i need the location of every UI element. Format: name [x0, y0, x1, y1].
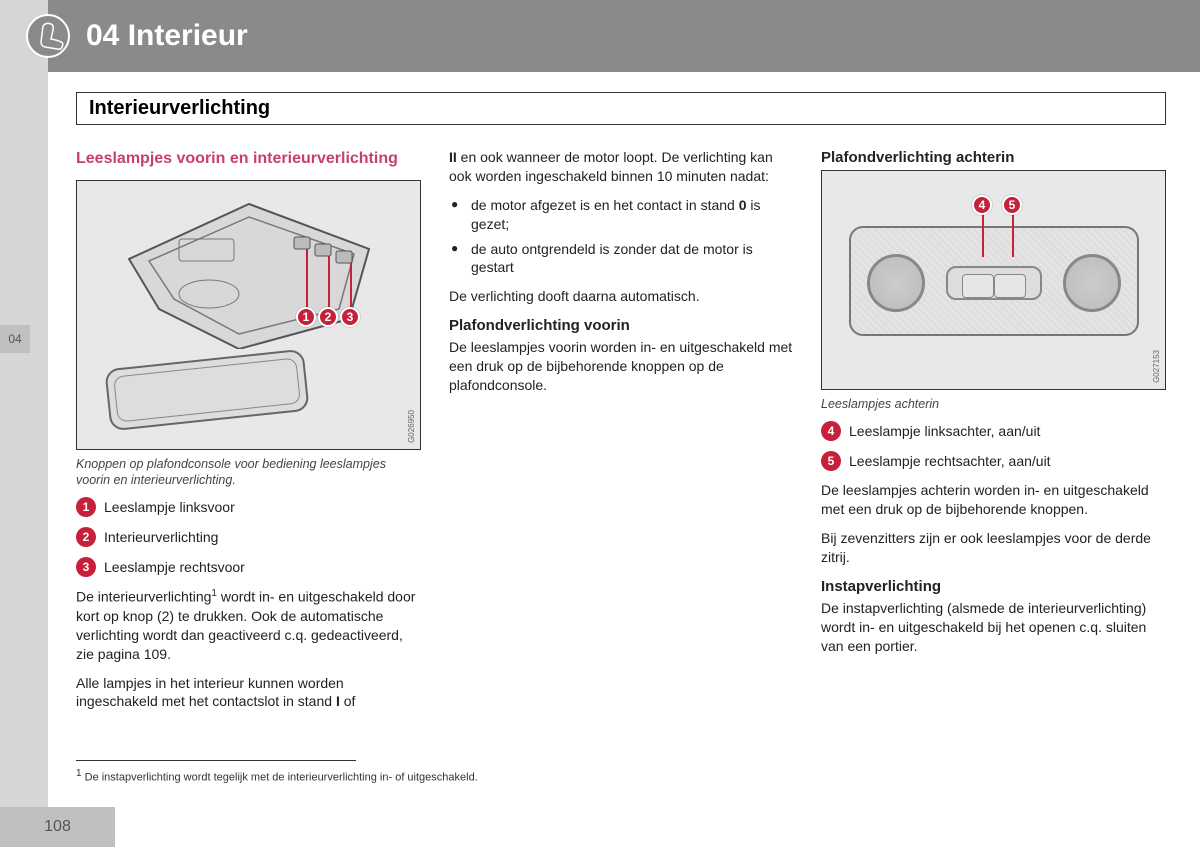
legend-row-1: 1 Leeslampje linksvoor	[76, 497, 421, 517]
section-title: Interieurverlichting	[76, 92, 1166, 125]
figure-callout-3: 3	[340, 307, 360, 327]
console-illustration	[119, 199, 379, 349]
col3-sub2-text: De instapverlichting (alsmede de interie…	[821, 599, 1166, 656]
footnote: 1 De instapverlichting wordt tegelijk me…	[76, 768, 478, 784]
col2-after: De verlichting dooft daarna automatisch.	[449, 287, 793, 306]
col1-para1-a: De interieurverlichting	[76, 589, 211, 605]
bullet-1: de motor afgezet is en het contact in st…	[449, 196, 793, 234]
col1-heading: Leeslampjes voorin en interieurverlichti…	[76, 148, 421, 170]
rear-switch	[946, 266, 1042, 300]
chapter-side-tab: 04	[0, 325, 30, 353]
col2-sub1: Plafondverlichting voorin	[449, 316, 793, 336]
col2-cont: II en ook wanneer de motor loopt. De ver…	[449, 148, 793, 186]
col1-para2: Alle lampjes in het interieur kunnen wor…	[76, 674, 421, 712]
col2-bullets: de motor afgezet is en het contact in st…	[449, 196, 793, 278]
callout-leader-3	[350, 263, 352, 311]
col2-cont-bold: II	[449, 149, 457, 165]
legend-num-4: 4	[821, 421, 841, 441]
callout-leader-4	[982, 213, 984, 257]
sidebar-left: 04	[0, 0, 48, 847]
col3-para2: Bij zevenzitters zijn er ook leeslampjes…	[821, 529, 1166, 567]
legend-row-2: 2 Interieurverlichting	[76, 527, 421, 547]
figure-code-1: G026950	[407, 410, 418, 443]
col1-para2-a: Alle lampjes in het interieur kunnen wor…	[76, 675, 344, 710]
rear-lamp-unit	[849, 226, 1139, 336]
footnote-separator	[76, 760, 356, 761]
column-2: II en ook wanneer de motor loopt. De ver…	[449, 148, 793, 721]
chapter-header: 04 Interieur	[48, 0, 1200, 72]
callout-leader-5	[1012, 213, 1014, 257]
content-columns: Leeslampjes voorin en interieurverlichti…	[76, 148, 1166, 721]
chapter-title: 04 Interieur	[86, 19, 248, 53]
legend-num-2: 2	[76, 527, 96, 547]
col1-para2-b: of	[340, 693, 356, 709]
column-3: Plafondverlichting achterin 4 5 G027153 …	[821, 148, 1166, 721]
legend-label-2: Interieurverlichting	[104, 528, 218, 547]
legend-num-3: 3	[76, 557, 96, 577]
rearview-mirror-illustration	[104, 348, 309, 431]
col3-heading: Plafondverlichting achterin	[821, 148, 1166, 168]
rear-lamp-left	[867, 254, 925, 312]
callout-leader-2	[328, 256, 330, 311]
col1-para1: De interieurverlichting1 wordt in- en ui…	[76, 587, 421, 663]
callout-leader-1	[306, 249, 308, 311]
figure-code-2: G027153	[1152, 350, 1163, 383]
figure-callout-4: 4	[972, 195, 992, 215]
bullet-1-bold: 0	[739, 197, 747, 213]
legend-row-3: 3 Leeslampje rechtsvoor	[76, 557, 421, 577]
legend-row-4: 4 Leeslampje linksachter, aan/uit	[821, 421, 1166, 441]
legend-num-5: 5	[821, 451, 841, 471]
figure-callout-2: 2	[318, 307, 338, 327]
col3-sub2: Instapverlichting	[821, 577, 1166, 597]
figure-front-console: 1 2 3 G026950	[76, 180, 421, 450]
legend-label-4: Leeslampje linksachter, aan/uit	[849, 422, 1040, 441]
legend-label-3: Leeslampje rechtsvoor	[104, 558, 245, 577]
legend-num-1: 1	[76, 497, 96, 517]
bullet-1-pre: de motor afgezet is en het contact in st…	[471, 197, 739, 213]
col2-cont-text: en ook wanneer de motor loopt. De verlic…	[449, 149, 773, 184]
rear-lamp-right	[1063, 254, 1121, 312]
bullet-2: de auto ontgrendeld is zonder dat de mot…	[449, 240, 793, 278]
seat-icon	[26, 14, 70, 58]
bullet-2-pre: de auto ontgrendeld is zonder dat de mot…	[471, 241, 753, 276]
figure1-caption: Knoppen op plafondconsole voor bediening…	[76, 456, 421, 490]
col2-sub1-text: De leeslampjes voorin worden in- en uitg…	[449, 338, 793, 395]
figure-rear-lamps: 4 5 G027153	[821, 170, 1166, 390]
figure-callout-1: 1	[296, 307, 316, 327]
figure2-caption: Leeslampjes achterin	[821, 396, 1166, 413]
column-1: Leeslampjes voorin en interieurverlichti…	[76, 148, 421, 721]
col3-para1: De leeslampjes achterin worden in- en ui…	[821, 481, 1166, 519]
legend-row-5: 5 Leeslampje rechtsachter, aan/uit	[821, 451, 1166, 471]
page-number: 108	[0, 807, 115, 847]
footnote-text: De instapverlichting wordt tegelijk met …	[82, 772, 478, 784]
legend-label-1: Leeslampje linksvoor	[104, 498, 235, 517]
legend-label-5: Leeslampje rechtsachter, aan/uit	[849, 452, 1051, 471]
figure-callout-5: 5	[1002, 195, 1022, 215]
